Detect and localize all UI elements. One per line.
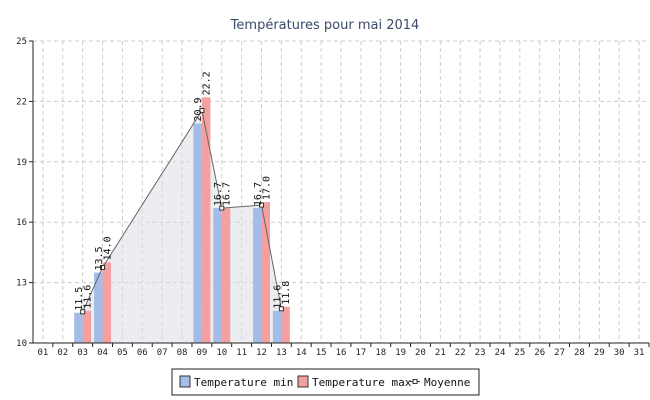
bar-temperature-min-label: 11.5: [74, 287, 85, 311]
x-tick-label: 06: [137, 348, 148, 358]
x-tick-label: 09: [196, 348, 207, 358]
bar-temperature-min-label: 16.7: [253, 182, 264, 206]
x-tick-label: 13: [276, 348, 287, 358]
x-tick-label: 02: [57, 348, 68, 358]
bar-temperature-max: [201, 97, 211, 343]
bar-temperature-max: [261, 202, 271, 343]
x-tick-label: 30: [614, 348, 625, 358]
bar-temperature-max-label: 11.8: [281, 281, 292, 305]
bar-temperature-max-label: 14.0: [102, 236, 113, 260]
y-tick-label: 10: [16, 339, 27, 349]
bar-temperature-min: [213, 208, 222, 343]
legend-box: [171, 368, 480, 396]
x-tick-label: 27: [554, 348, 565, 358]
bar-temperature-min-label: 20.9: [193, 97, 204, 121]
bar-temperature-max: [102, 262, 112, 343]
legend-temperature-max-label: Temperature max: [312, 376, 412, 389]
average-line: [80, 107, 284, 315]
x-tick-label: 14: [296, 348, 307, 358]
average-line-path: [82, 109, 282, 312]
average-point: [219, 205, 225, 211]
bar-temperature-max-label: 17.0: [261, 176, 272, 200]
axes: 10 13 16 19 22 25 01 02 03 04 05 06 07 08 09 10 11 12 13 14…: [16, 37, 650, 358]
x-tick-label: 28: [574, 348, 585, 358]
x-tick-label: 21: [435, 348, 446, 358]
bar-temperature-max: [281, 306, 290, 343]
average-area-fill: [82, 110, 282, 344]
y-tick-label: 13: [16, 279, 27, 289]
x-tick-label: 23: [475, 348, 486, 358]
bar-temperature-min-label: 11.6: [273, 285, 284, 309]
data-labels: 11.513.520.916.7 16.711.611.614.022.216.7…: [74, 71, 292, 311]
x-tick-label: 24: [495, 348, 506, 358]
legend-temperature-min-label: Temperature min: [194, 376, 293, 389]
y-tick-label: 22: [16, 97, 27, 107]
y-tick-label: 19: [16, 158, 27, 168]
chart-title: Températures pour mai 2014: [230, 18, 420, 33]
x-tick-label: 10: [216, 348, 227, 358]
x-tick-label: 08: [177, 348, 188, 358]
grid: [33, 40, 649, 344]
average-point: [100, 265, 106, 270]
legend-temperature-min-swatch: [179, 375, 191, 388]
y-tick-label: 16: [16, 218, 27, 228]
x-tick-label: 16: [336, 348, 347, 358]
x-tick-label: 25: [514, 348, 525, 358]
x-tick-label: 18: [375, 348, 386, 358]
bars: [74, 97, 290, 344]
bar-temperature-min: [253, 208, 262, 343]
bar-temperature-min-label: 13.5: [94, 246, 105, 270]
x-tick-label: 07: [157, 348, 168, 358]
average-point: [80, 309, 86, 315]
bar-temperature-min-label: 16.7: [213, 182, 224, 206]
bar-temperature-min: [272, 310, 282, 343]
x-tick-label: 12: [256, 348, 267, 358]
x-tick-label: 19: [395, 348, 406, 358]
x-tick-label: 22: [455, 348, 466, 358]
bar-temperature-max-label: 11.6: [82, 285, 93, 309]
average-point: [278, 306, 284, 312]
bar-temperature-max: [82, 310, 92, 343]
legend-moyenne-marker: [412, 379, 418, 384]
bar-temperature-min: [193, 123, 202, 344]
x-tick-label: 01: [38, 348, 49, 358]
legend-temperature-max-swatch: [297, 375, 309, 388]
y-tick-label: 25: [16, 37, 27, 47]
legend: Temperature min Temperature max Moyenne: [171, 368, 480, 396]
x-tick-label: 17: [355, 348, 366, 358]
x-tick-label: 04: [97, 348, 108, 358]
bar-temperature-max-label: 22.2: [202, 71, 213, 95]
x-tick-label: 03: [77, 348, 88, 358]
bar-temperature-min: [94, 272, 103, 343]
average-point: [259, 202, 265, 208]
x-tick-label: 29: [594, 348, 605, 358]
x-tick-label: 15: [316, 348, 327, 358]
x-tick-label: 31: [634, 348, 645, 358]
bar-temperature-max-label: 16.7: [222, 182, 233, 206]
x-tick-label: 20: [415, 348, 426, 358]
average-point: [199, 107, 205, 113]
average-area: [82, 110, 282, 344]
legend-moyenne-label: Moyenne: [424, 376, 470, 389]
bar-temperature-max: [221, 208, 231, 343]
x-tick-label: 11: [236, 348, 247, 358]
bar-temperature-min: [74, 312, 83, 343]
x-tick-label: 05: [117, 348, 128, 358]
x-tick-label: 26: [534, 348, 545, 358]
